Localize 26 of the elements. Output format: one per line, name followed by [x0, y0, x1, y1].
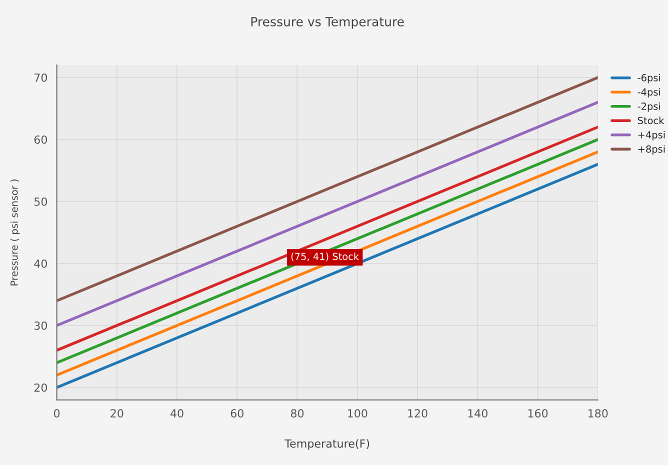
x-tick-label: 140 — [468, 409, 488, 418]
y-tick-label: 20 — [34, 383, 48, 392]
legend-label: -6psi — [638, 74, 660, 84]
y-tick-label: 40 — [34, 259, 48, 268]
x-tick-label: 160 — [528, 409, 548, 418]
legend-label: -4psi — [638, 88, 660, 98]
legend-label: +8psi — [638, 145, 665, 155]
x-axis-title: Temperature(F) — [284, 439, 370, 450]
x-tick-label: 40 — [170, 409, 184, 418]
x-tick-label: 180 — [588, 409, 608, 418]
x-tick-label: 60 — [230, 409, 244, 418]
annotation: (75, 41) Stock — [291, 252, 360, 262]
chart-title: Pressure vs Temperature — [251, 17, 404, 29]
x-tick-label: 120 — [408, 409, 428, 418]
x-tick-label: 0 — [54, 409, 60, 418]
y-axis-title: Pressure ( psi sensor ) — [10, 180, 20, 286]
y-tick-label: 30 — [34, 321, 48, 330]
y-tick-label: 70 — [34, 73, 48, 82]
y-tick-label: 60 — [34, 135, 48, 144]
y-tick-label: 50 — [34, 197, 48, 206]
legend-label: +4psi — [638, 130, 665, 140]
legend-label: Stock — [638, 116, 664, 124]
x-tick-label: 80 — [290, 409, 304, 418]
x-tick-label: 100 — [348, 409, 368, 418]
legend-label: -2psi — [638, 102, 660, 112]
x-tick-label: 20 — [110, 409, 124, 418]
